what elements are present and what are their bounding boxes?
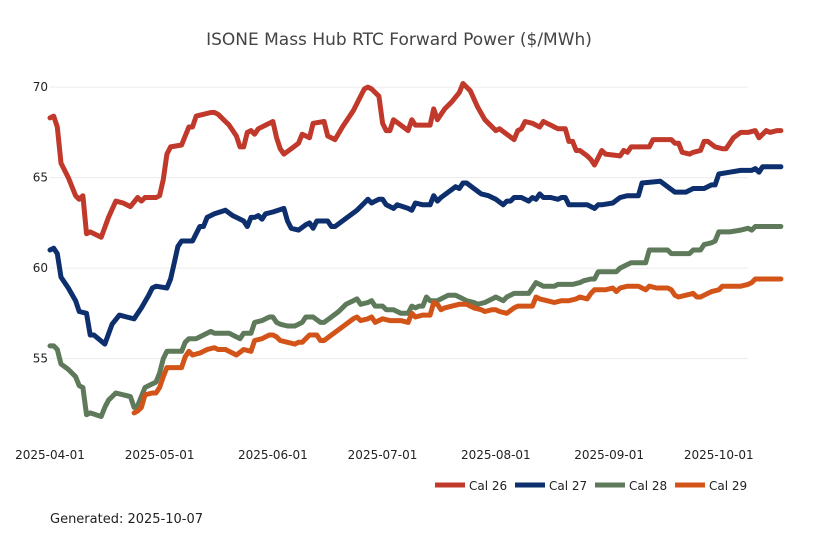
series-line-cal-28 <box>47 224 784 419</box>
chart-title: ISONE Mass Hub RTC Forward Power ($/MWh) <box>206 30 592 50</box>
y-tick-label: 60 <box>33 261 48 275</box>
legend-label-cal-28: Cal 28 <box>629 479 667 493</box>
x-tick-label: 2025-07-01 <box>348 448 418 462</box>
x-tick-label: 2025-10-01 <box>684 448 754 462</box>
y-axis: 55 60 65 70 <box>33 80 48 365</box>
x-tick-label: 2025-08-01 <box>461 448 531 462</box>
y-tick-label: 70 <box>33 80 48 94</box>
grid-layer <box>50 86 748 360</box>
y-tick-label: 65 <box>33 171 48 185</box>
x-tick-label: 2025-06-01 <box>238 448 308 462</box>
series-layer <box>47 81 784 419</box>
legend-label-cal-27: Cal 27 <box>549 479 587 493</box>
x-tick-label: 2025-09-01 <box>574 448 644 462</box>
generated-note: Generated: 2025-10-07 <box>50 512 204 527</box>
series-line-cal-29 <box>131 276 784 416</box>
x-tick-label: 2025-05-01 <box>125 448 195 462</box>
series-line-cal-27 <box>47 164 784 347</box>
x-axis: 2025-04-01 2025-05-01 2025-06-01 2025-07-01… <box>15 448 754 462</box>
legend: Cal 26 Cal 27 Cal 28 Cal 29 <box>435 479 747 493</box>
legend-label-cal-29: Cal 29 <box>709 479 747 493</box>
x-tick-label: 2025-04-01 <box>15 448 85 462</box>
y-tick-label: 55 <box>33 352 48 366</box>
series-line-cal-26 <box>47 81 784 240</box>
legend-label-cal-26: Cal 26 <box>469 479 507 493</box>
